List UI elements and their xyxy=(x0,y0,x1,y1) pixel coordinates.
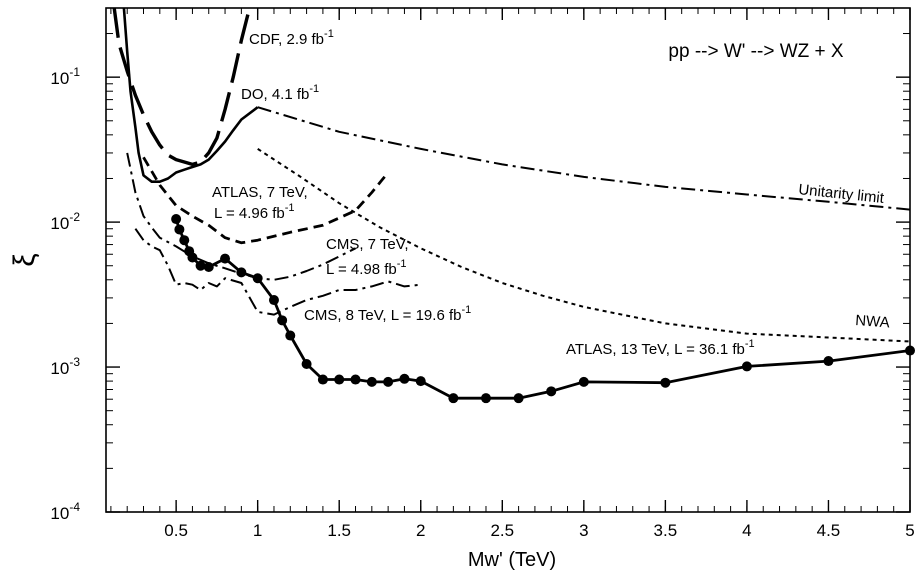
annotation-label: L = 4.96 fb-1 xyxy=(214,202,295,222)
series-point xyxy=(317,374,328,385)
y-tick-exponent: -2 xyxy=(69,210,80,224)
series-line-6 xyxy=(134,228,421,316)
y-tick-label: 10-2 xyxy=(50,210,80,233)
x-tick-label: 1.5 xyxy=(327,521,351,540)
annotation-exponent: -1 xyxy=(397,258,407,270)
series-point xyxy=(268,295,279,306)
annotation-exponent: -1 xyxy=(745,338,755,350)
series-line-2 xyxy=(257,106,911,211)
process-label: pp --> W' --> WZ + X xyxy=(668,41,844,62)
annotation-text: L = 4.98 fb xyxy=(326,261,397,278)
x-tick-label: 0.5 xyxy=(164,521,188,540)
series-line-1 xyxy=(122,7,259,183)
series-point xyxy=(660,377,671,388)
series-line-4 xyxy=(142,156,390,245)
series-point xyxy=(220,253,231,264)
series-point xyxy=(546,386,557,397)
series-point xyxy=(448,393,459,404)
series-point xyxy=(179,235,190,246)
y-tick-base: 10 xyxy=(50,69,69,88)
series-point xyxy=(513,393,524,404)
y-tick-base: 10 xyxy=(50,359,69,378)
y-tick-label: 10-4 xyxy=(50,500,80,523)
x-tick-label: 5 xyxy=(905,521,914,540)
annotation-exponent: -1 xyxy=(324,28,334,40)
y-tick-label: 10-1 xyxy=(50,65,80,88)
series-point xyxy=(203,262,214,273)
series-point xyxy=(277,315,288,326)
series-point xyxy=(285,330,296,341)
series-line-3 xyxy=(257,148,911,343)
x-tick-label: 2 xyxy=(416,521,425,540)
annotation-label: ATLAS, 13 TeV, L = 36.1 fb-1 xyxy=(566,338,755,358)
series-point xyxy=(741,361,752,372)
series-point xyxy=(301,358,312,369)
annotation-label: L = 4.98 fb-1 xyxy=(326,258,407,278)
annotation-text: Unitarity limit xyxy=(798,181,886,207)
series-line-0 xyxy=(112,7,252,167)
series-point xyxy=(578,376,589,387)
x-tick-label: 1 xyxy=(253,521,262,540)
y-tick-exponent: -1 xyxy=(69,65,80,79)
series-point xyxy=(415,376,426,387)
y-tick-base: 10 xyxy=(50,504,69,523)
annotation-exponent: -1 xyxy=(309,83,319,95)
annotation-label: CMS, 7 TeV, xyxy=(326,236,409,253)
x-tick-label: 2.5 xyxy=(490,521,514,540)
x-tick-label: 3 xyxy=(579,521,588,540)
series-point xyxy=(252,273,263,284)
y-axis-title: ξ xyxy=(8,253,41,266)
annotation-label: Unitarity limit xyxy=(798,181,886,207)
annotation-label: CDF, 2.9 fb-1 xyxy=(249,28,334,48)
annotation-text: DO, 4.1 fb xyxy=(241,86,309,103)
series-point xyxy=(905,345,915,356)
y-tick-exponent: -3 xyxy=(69,355,80,369)
x-tick-label: 4 xyxy=(742,521,751,540)
series-point xyxy=(174,224,185,235)
y-tick-base: 10 xyxy=(50,214,69,233)
annotation-text: CDF, 2.9 fb xyxy=(249,31,324,48)
annotation-label: CMS, 8 TeV, L = 19.6 fb-1 xyxy=(304,304,471,324)
series-point xyxy=(480,393,491,404)
annotation-label: DO, 4.1 fb-1 xyxy=(241,83,319,103)
x-axis-title: Mw' (TeV) xyxy=(468,549,556,571)
series-point xyxy=(350,374,361,385)
y-tick-exponent: -4 xyxy=(69,500,80,514)
series-point xyxy=(383,376,394,387)
annotation-text: CMS, 7 TeV, xyxy=(326,236,409,253)
annotation-label: NWA xyxy=(855,312,891,331)
y-tick-label: 10-3 xyxy=(50,355,80,378)
series-point xyxy=(334,374,345,385)
series-point xyxy=(171,214,182,225)
annotation-label: ATLAS, 7 TeV, xyxy=(212,184,308,201)
annotation-text: ATLAS, 7 TeV, xyxy=(212,184,308,201)
annotation-exponent: -1 xyxy=(461,304,471,316)
x-tick-label: 3.5 xyxy=(654,521,678,540)
x-tick-label: 4.5 xyxy=(817,521,841,540)
annotation-text: ATLAS, 13 TeV, L = 36.1 fb xyxy=(566,341,745,358)
annotation-text: CMS, 8 TeV, L = 19.6 fb xyxy=(304,307,461,324)
annotation-text: L = 4.96 fb xyxy=(214,205,285,222)
annotation-text: NWA xyxy=(855,312,891,331)
series-point xyxy=(187,252,198,263)
series-point xyxy=(195,260,206,271)
series-line-5 xyxy=(126,152,356,281)
series-point xyxy=(823,356,834,367)
series-point xyxy=(399,373,410,384)
series-point xyxy=(236,267,247,278)
annotation-exponent: -1 xyxy=(285,202,295,214)
series-point xyxy=(366,376,377,387)
plot-frame xyxy=(105,7,911,513)
